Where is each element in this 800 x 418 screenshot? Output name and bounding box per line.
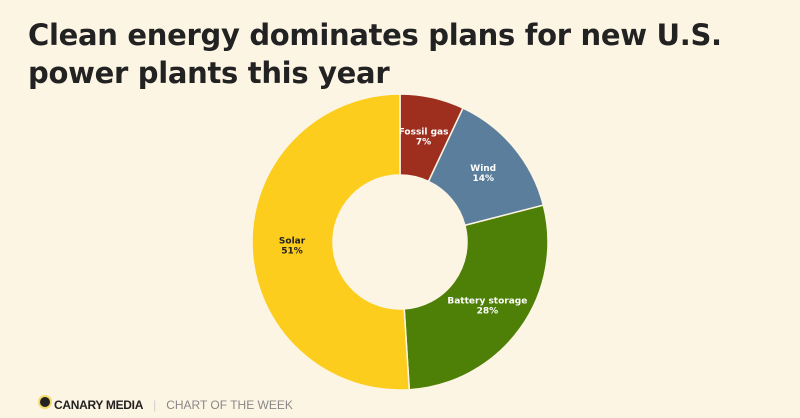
footer: CANARY MEDIA | CHART OF THE WEEK [40,397,293,412]
slice-battery-storage [403,204,549,391]
slice-solar [251,93,411,391]
brand-name: CANARY MEDIA [54,398,144,412]
slice-name-label: Wind [470,164,496,174]
footer-subtitle: CHART OF THE WEEK [166,398,293,412]
slice-name-label: Solar [279,236,306,246]
slice-name-label: Fossil gas [399,128,449,138]
slice-value-label: 7% [416,138,431,148]
chart-title: Clean energy dominates plans for new U.S… [28,18,722,90]
divider: | [153,398,157,412]
canary-logo-icon [40,397,50,407]
slice-value-label: 14% [472,174,494,184]
slice-name-label: Battery storage [447,296,527,306]
slice-value-label: 51% [281,246,303,256]
slice-value-label: 28% [477,306,499,316]
